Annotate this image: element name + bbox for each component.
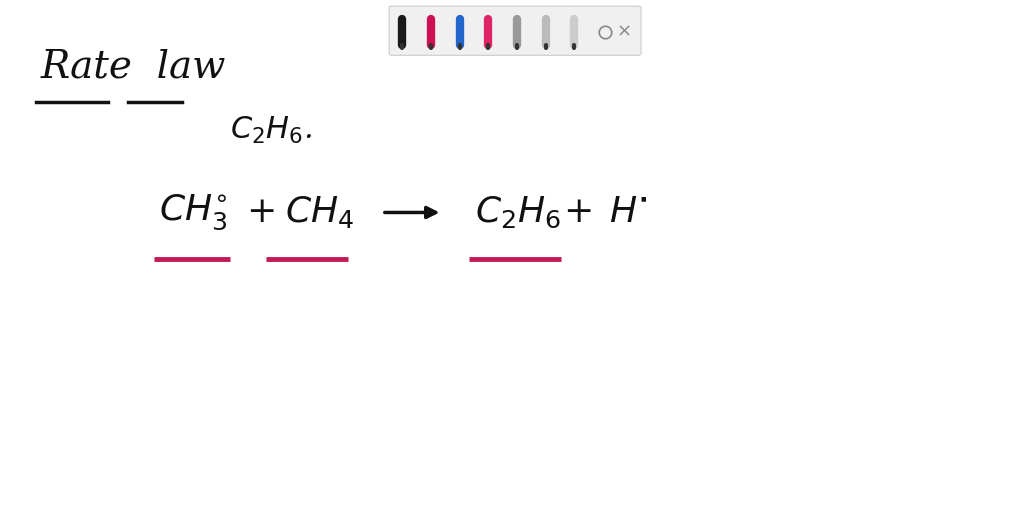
Text: $\mathit{CH_4}$: $\mathit{CH_4}$	[285, 195, 353, 230]
Text: +: +	[563, 196, 594, 229]
Text: Rate  law: Rate law	[41, 48, 226, 85]
Text: $\mathit{C_2H_6}$.: $\mathit{C_2H_6}$.	[230, 115, 312, 146]
FancyBboxPatch shape	[389, 6, 641, 55]
Text: $\mathit{H^{\boldsymbol{\cdot}}}$: $\mathit{H^{\boldsymbol{\cdot}}}$	[609, 196, 648, 229]
Text: +: +	[246, 196, 276, 229]
Text: $\mathit{CH_3^{\circ}}$: $\mathit{CH_3^{\circ}}$	[159, 193, 227, 232]
Text: $\mathit{C_2H_6}$: $\mathit{C_2H_6}$	[475, 195, 561, 230]
Text: ×: ×	[616, 23, 631, 41]
